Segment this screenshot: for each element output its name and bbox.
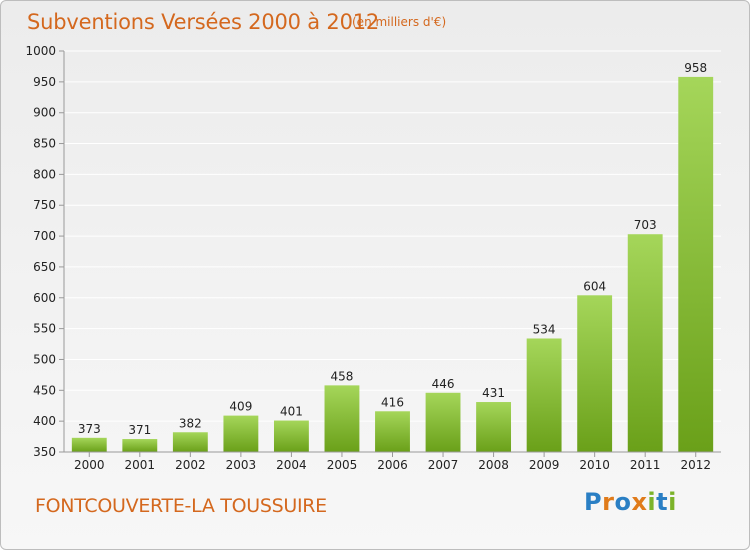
y-tick-label: 500 <box>33 352 56 366</box>
value-label: 431 <box>482 386 505 400</box>
y-tick-label: 750 <box>33 198 56 212</box>
bar-2012 <box>678 76 714 452</box>
y-tick-label: 350 <box>33 445 56 459</box>
logo-letter: r <box>602 488 615 516</box>
logo-letter: o <box>614 488 632 516</box>
y-tick-label: 700 <box>33 229 56 243</box>
value-label: 604 <box>583 279 606 293</box>
chart-title: Subventions Versées 2000 à 2012 <box>27 10 380 34</box>
x-tick-label: 2006 <box>377 458 408 472</box>
x-tick-label: 2003 <box>226 458 257 472</box>
bar-2008 <box>476 402 512 452</box>
bar-2010 <box>577 295 613 452</box>
value-label: 416 <box>381 395 404 409</box>
proxiti-logo: Proxiti <box>584 488 677 516</box>
x-tick-label: 2008 <box>478 458 509 472</box>
value-label: 409 <box>229 400 252 414</box>
logo-letter: P <box>584 488 603 516</box>
commune-name: FONTCOUVERTE-LA TOUSSUIRE <box>35 495 327 517</box>
value-label: 382 <box>179 416 202 430</box>
y-tick-label: 450 <box>33 383 56 397</box>
y-tick-label: 800 <box>33 167 56 181</box>
value-label: 458 <box>331 369 354 383</box>
value-label: 446 <box>432 377 455 391</box>
logo-letter: i <box>668 488 677 516</box>
x-tick-label: 2011 <box>630 458 661 472</box>
x-tick-label: 2007 <box>428 458 459 472</box>
bar-2004 <box>273 420 309 452</box>
x-tick-label: 2005 <box>327 458 358 472</box>
value-label: 401 <box>280 405 303 419</box>
x-tick-label: 2002 <box>175 458 206 472</box>
y-tick-label: 600 <box>33 291 56 305</box>
x-tick-label: 2001 <box>125 458 156 472</box>
bar-2005 <box>324 385 360 452</box>
logo-letter: t <box>656 488 669 516</box>
y-tick-label: 950 <box>33 75 56 89</box>
logo-letter: x <box>631 488 648 516</box>
y-tick-label: 850 <box>33 137 56 151</box>
bar-2002 <box>172 432 208 452</box>
value-label: 703 <box>634 218 657 232</box>
y-tick-label: 900 <box>33 106 56 120</box>
value-label: 371 <box>128 423 151 437</box>
x-tick-label: 2000 <box>74 458 105 472</box>
x-tick-label: 2012 <box>680 458 711 472</box>
value-label: 958 <box>684 61 707 75</box>
logo-letter: i <box>647 488 657 516</box>
y-tick-label: 550 <box>33 322 56 336</box>
x-tick-label: 2009 <box>529 458 560 472</box>
bar-2001 <box>122 439 158 452</box>
bar-2003 <box>223 415 259 452</box>
chart-subtitle: (en milliers d'€) <box>352 15 447 29</box>
y-tick-label: 400 <box>33 414 56 428</box>
bar-2006 <box>375 411 410 452</box>
bar-2000 <box>71 437 107 452</box>
x-tick-label: 2004 <box>276 458 307 472</box>
bar-2011 <box>627 234 663 452</box>
y-tick-label: 650 <box>33 260 56 274</box>
value-label: 534 <box>533 322 556 336</box>
value-label: 373 <box>78 422 101 436</box>
bar-2009 <box>526 338 562 452</box>
x-tick-label: 2010 <box>579 458 610 472</box>
bar-2007 <box>425 392 461 452</box>
y-tick-label: 1000 <box>25 44 56 58</box>
